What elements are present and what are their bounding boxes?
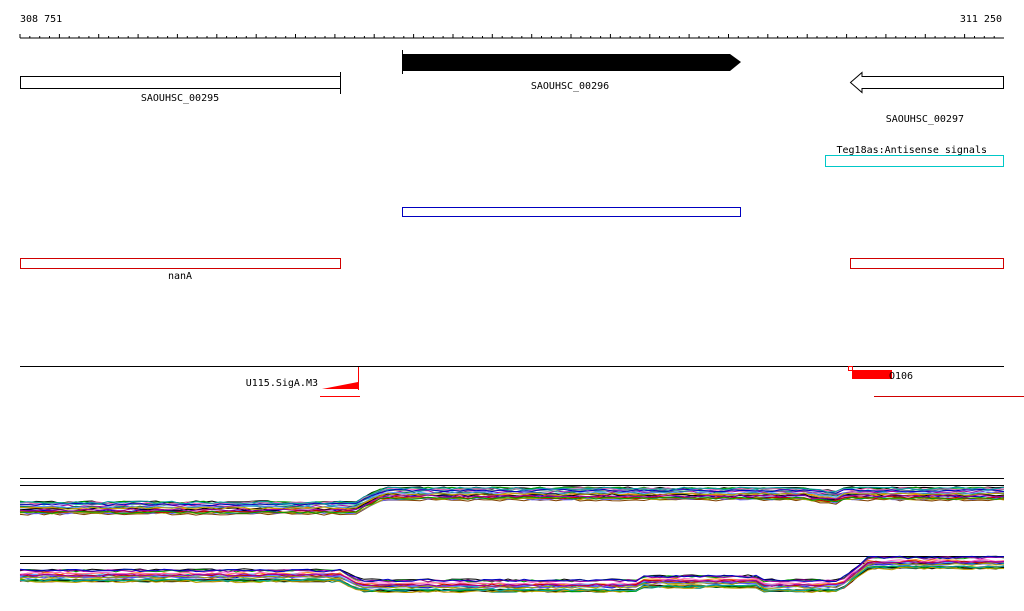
- expression-line: [19, 560, 1005, 587]
- antisense-label: Teg18as:Antisense signals: [836, 145, 987, 156]
- operon-box-right[interactable]: [850, 258, 1004, 269]
- gene-saouhsc-00295[interactable]: SAOUHSC_00295: [20, 72, 341, 104]
- expression-line: [19, 496, 1005, 514]
- expression-lines: [19, 555, 1005, 594]
- gene-label: SAOUHSC_00295: [141, 93, 219, 104]
- expression-line: [19, 495, 1005, 514]
- gene-label: SAOUHSC_00297: [886, 114, 964, 125]
- expression-line: [19, 494, 1004, 512]
- cds-region-box[interactable]: [402, 207, 741, 217]
- promoter-glyph: [322, 382, 358, 389]
- terminator-glyph: [852, 370, 892, 379]
- gene-track: SAOUHSC_00295 SAOUHSC_00296 SAOUHSC_0029…: [20, 50, 1004, 126]
- ruler-end-label: 311 250: [960, 14, 1002, 25]
- gene-arrow: [402, 54, 741, 71]
- expression-line: [19, 488, 1005, 507]
- terminator-label: O106: [889, 371, 913, 382]
- gene-body: [20, 76, 341, 89]
- terminator-feature[interactable]: O106: [848, 366, 1024, 397]
- annotation-track: Teg18as:Antisense signals nanA: [20, 145, 1004, 282]
- gene-saouhsc-00296[interactable]: SAOUHSC_00296: [402, 50, 741, 92]
- expression-lines: [19, 486, 1005, 516]
- expression-line: [19, 562, 1005, 589]
- terminator-tick: [848, 366, 853, 371]
- expression-line: [19, 565, 1005, 592]
- gene-arrow: [849, 71, 1004, 94]
- gene-label: SAOUHSC_00296: [531, 81, 609, 92]
- gene-saouhsc-00297[interactable]: SAOUHSC_00297: [849, 71, 1004, 126]
- antisense-signal-box[interactable]: [825, 155, 1004, 167]
- expression-line: [19, 492, 1005, 510]
- expression-line: [19, 555, 1005, 583]
- expression-line: [19, 486, 1005, 505]
- regulatory-track: U115.SigA.M3 O106: [20, 366, 1024, 397]
- expression-track-2: [19, 555, 1005, 594]
- expression-track-1: [19, 478, 1005, 516]
- nana-operon-box[interactable]: [20, 258, 341, 269]
- promoter-label: U115.SigA.M3: [246, 378, 318, 389]
- promoter-feature[interactable]: U115.SigA.M3: [246, 367, 360, 397]
- ruler-start-label: 308 751: [20, 14, 62, 25]
- ruler-ticks: [19, 34, 995, 38]
- nana-operon-label: nanA: [168, 271, 192, 282]
- expression-line: [19, 498, 1005, 516]
- coordinate-ruler: 308 751 311 250: [19, 14, 1004, 39]
